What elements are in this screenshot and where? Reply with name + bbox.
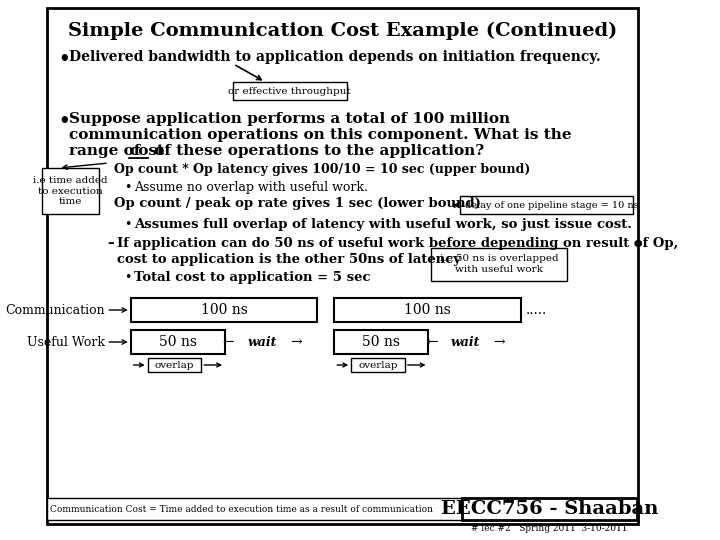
Text: •: • [58,112,70,130]
Bar [233,82,347,100]
Text: 100 ns: 100 ns [404,303,451,317]
Bar [47,498,462,520]
Text: or effective throughput: or effective throughput [228,86,351,96]
Text: Total cost to application = 5 sec: Total cost to application = 5 sec [134,271,371,284]
Text: Suppose application performs a total of 100 million: Suppose application performs a total of … [69,112,510,126]
Text: Delivered bandwidth to application depends on initiation frequency.: Delivered bandwidth to application depen… [69,50,601,64]
Text: If application can do 50 ns of useful work before depending on result of Op,: If application can do 50 ns of useful wo… [117,237,678,250]
Bar [334,298,521,322]
Bar [462,498,637,520]
Text: cost to application is the other 50ns of latency: cost to application is the other 50ns of… [117,253,462,266]
Text: EECC756 - Shaaban: EECC756 - Shaaban [441,500,658,518]
Text: range of: range of [69,144,146,158]
Text: 50 ns: 50 ns [159,335,197,349]
Text: 100 ns: 100 ns [201,303,248,317]
Text: Useful Work: Useful Work [27,335,104,348]
Text: •: • [124,181,132,194]
Bar [148,358,202,372]
Text: .....: ..... [526,303,547,317]
Text: Assume no overlap with useful work.: Assume no overlap with useful work. [134,181,368,194]
Text: Communication Cost = Time added to execution time as a result of communication: Communication Cost = Time added to execu… [50,504,433,514]
Bar [334,330,428,354]
Text: 50 ns: 50 ns [362,335,400,349]
Text: # lec #2   Spring 2011  3-10-2011: # lec #2 Spring 2011 3-10-2011 [472,524,628,533]
Bar [351,358,405,372]
Bar [466,502,640,524]
Text: →: → [291,335,302,349]
Text: →: → [493,335,505,349]
Text: i.e time added
to execution
time: i.e time added to execution time [33,176,107,206]
Text: –: – [107,237,114,250]
Bar [131,298,318,322]
Text: wait: wait [247,335,276,348]
Text: i.e 50 ns is overlapped
with useful work: i.e 50 ns is overlapped with useful work [440,254,559,274]
Text: ←: ← [426,335,438,349]
Bar [131,330,225,354]
Text: Op count / peak op rate gives 1 sec (lower bound): Op count / peak op rate gives 1 sec (low… [114,197,481,210]
Text: •: • [124,218,132,231]
Text: wait: wait [451,335,480,348]
Text: overlap: overlap [359,361,397,369]
Text: ←: ← [222,335,234,349]
Bar [42,168,99,214]
Text: cost: cost [129,144,164,158]
Text: overlap: overlap [155,361,194,369]
Text: •: • [58,50,70,68]
Text: Assumes full overlap of latency with useful work, so just issue cost.: Assumes full overlap of latency with use… [134,218,632,231]
Text: •: • [124,271,132,284]
Bar [431,248,567,281]
Text: Communication: Communication [5,303,104,316]
Text: communication operations on this component. What is the: communication operations on this compone… [69,128,572,142]
Text: of these operations to the application?: of these operations to the application? [149,144,485,158]
Text: ie delay of one pipeline stage = 10 ns: ie delay of one pipeline stage = 10 ns [454,200,639,210]
Text: Op count * Op latency gives 100/10 = 10 sec (upper bound): Op count * Op latency gives 100/10 = 10 … [114,163,531,176]
Bar [460,196,633,214]
Text: Simple Communication Cost Example (Continued): Simple Communication Cost Example (Conti… [68,22,617,40]
